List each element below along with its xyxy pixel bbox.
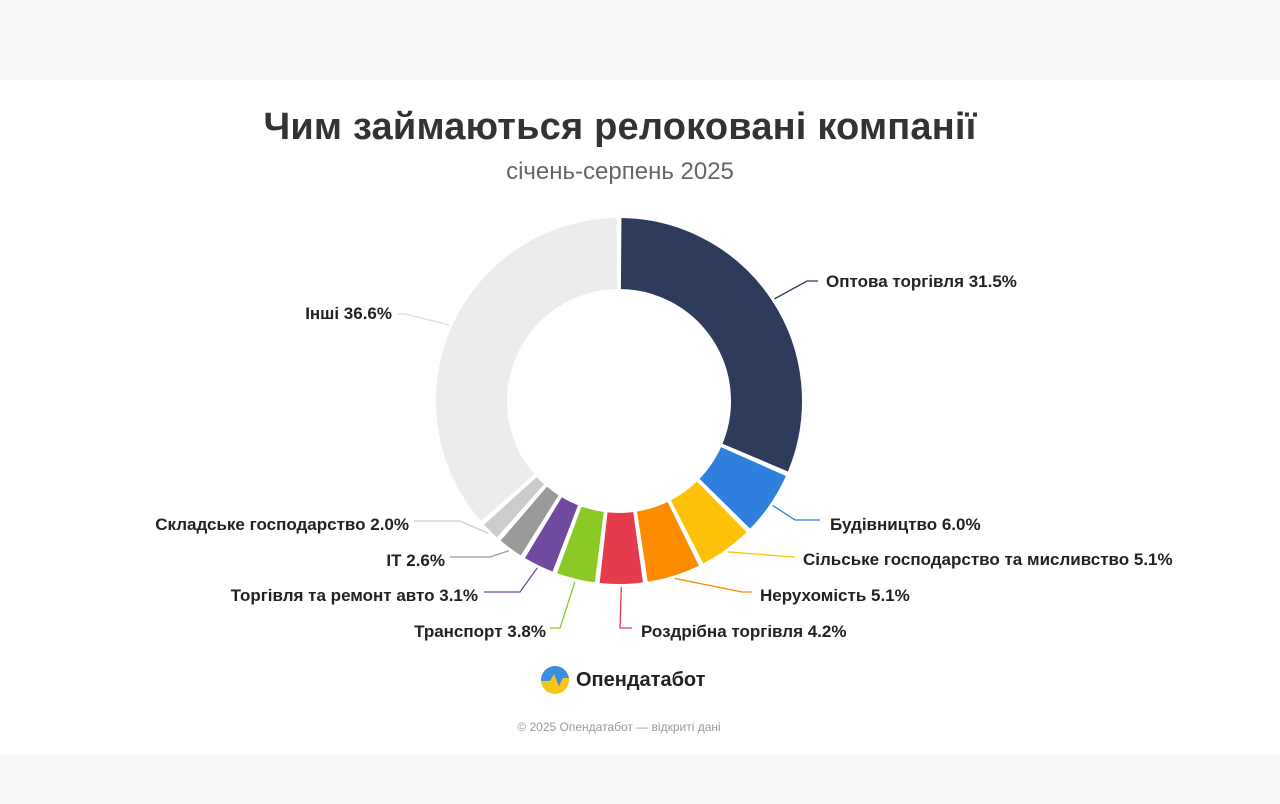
- leader-line-6: [550, 581, 576, 629]
- slice-label-3: Сільське господарство та мисливство 5.1%: [803, 550, 1173, 569]
- slice-label-2: Будівництво 6.0%: [830, 515, 981, 534]
- leader-line-2: [772, 505, 820, 521]
- slice-9[interactable]: [481, 474, 547, 540]
- leader-line-8: [450, 550, 509, 558]
- donut-slices: [434, 216, 804, 586]
- slice-label-6: Транспорт 3.8%: [414, 622, 546, 641]
- leader-line-1: [774, 280, 818, 300]
- leader-line-10: [398, 313, 450, 326]
- top-background: [0, 0, 1280, 80]
- slice-label-8: IT 2.6%: [386, 551, 445, 570]
- slice-7[interactable]: [522, 494, 581, 574]
- leader-lines: [398, 280, 820, 629]
- leader-line-9: [414, 520, 489, 534]
- footer-copyright: © 2025 Опендатабот — відкриті дані: [517, 720, 721, 734]
- leader-line-5: [619, 586, 632, 629]
- slice-5[interactable]: [597, 509, 646, 586]
- slice-8[interactable]: [498, 484, 561, 558]
- slice-1[interactable]: [618, 216, 804, 474]
- slice-label-10: Інші 36.6%: [305, 304, 392, 323]
- leader-line-4: [674, 577, 752, 593]
- slice-10[interactable]: [434, 216, 620, 524]
- slice-labels: Оптова торгівля 31.5% Будівництво 6.0% Сіл…: [155, 272, 1172, 641]
- chart-card: [0, 80, 1280, 755]
- slice-4[interactable]: [634, 499, 702, 584]
- slice-label-7: Торгівля та ремонт авто 3.1%: [231, 586, 478, 605]
- slice-6[interactable]: [554, 504, 606, 585]
- brand[interactable]: Опендатабот: [540, 664, 705, 696]
- brand-name: Опендатабот: [576, 668, 706, 691]
- leader-line-7: [484, 567, 538, 593]
- opendatabot-logo-icon: [541, 666, 569, 694]
- slice-label-9: Складське господарство 2.0%: [155, 515, 409, 534]
- chart-subtitle: січень-серпень 2025: [506, 158, 734, 185]
- slice-2[interactable]: [697, 444, 789, 532]
- bottom-background: [0, 755, 1280, 804]
- slice-label-4: Нерухомість 5.1%: [760, 586, 910, 605]
- slice-3[interactable]: [668, 479, 750, 566]
- leader-line-3: [727, 551, 795, 558]
- slice-label-1: Оптова торгівля 31.5%: [826, 272, 1017, 291]
- slice-label-5: Роздрібна торгівля 4.2%: [641, 622, 846, 641]
- chart-title: Чим займаються релоковані компанії: [263, 106, 977, 148]
